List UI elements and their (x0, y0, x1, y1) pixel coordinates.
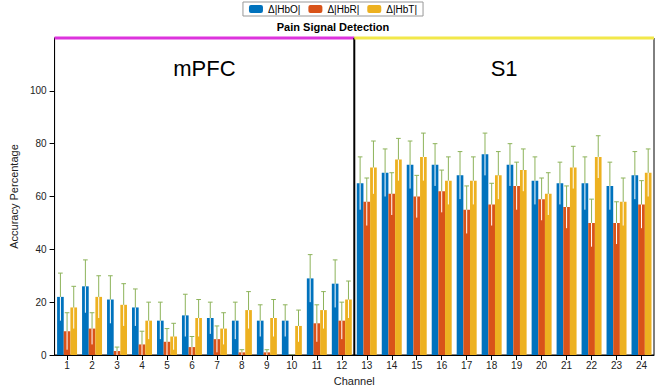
svg-text:9: 9 (264, 360, 270, 371)
svg-text:23: 23 (611, 360, 623, 371)
svg-text:4: 4 (139, 360, 145, 371)
svg-text:11: 11 (312, 360, 323, 371)
svg-text:7: 7 (214, 360, 220, 371)
svg-text:12: 12 (336, 360, 348, 371)
svg-text:60: 60 (35, 191, 47, 202)
svg-text:5: 5 (164, 360, 170, 371)
svg-text:80: 80 (35, 138, 47, 149)
svg-text:6: 6 (189, 360, 195, 371)
svg-text:Δ|HbR|: Δ|HbR| (327, 4, 359, 15)
svg-text:Accuracy Percentage: Accuracy Percentage (8, 144, 20, 249)
svg-text:S1: S1 (491, 56, 518, 81)
svg-text:Δ|HbT|: Δ|HbT| (386, 4, 417, 15)
svg-text:20: 20 (35, 297, 47, 308)
svg-text:18: 18 (486, 360, 498, 371)
svg-text:22: 22 (586, 360, 598, 371)
svg-text:10: 10 (286, 360, 298, 371)
svg-text:24: 24 (636, 360, 648, 371)
svg-text:1: 1 (64, 360, 70, 371)
svg-text:mPFC: mPFC (173, 56, 235, 81)
svg-text:19: 19 (511, 360, 523, 371)
svg-text:14: 14 (386, 360, 398, 371)
svg-text:15: 15 (411, 360, 423, 371)
svg-text:Pain Signal Detection: Pain Signal Detection (277, 21, 390, 33)
svg-text:100: 100 (30, 85, 47, 96)
svg-text:Δ|HbO|: Δ|HbO| (268, 4, 300, 15)
svg-text:3: 3 (114, 360, 120, 371)
svg-text:40: 40 (35, 244, 47, 255)
svg-text:21: 21 (561, 360, 573, 371)
svg-text:0: 0 (41, 350, 47, 361)
svg-text:2: 2 (89, 360, 95, 371)
svg-text:16: 16 (436, 360, 448, 371)
svg-text:13: 13 (361, 360, 373, 371)
svg-text:8: 8 (239, 360, 245, 371)
svg-text:Channel: Channel (334, 375, 375, 387)
svg-text:17: 17 (461, 360, 473, 371)
svg-text:20: 20 (536, 360, 548, 371)
